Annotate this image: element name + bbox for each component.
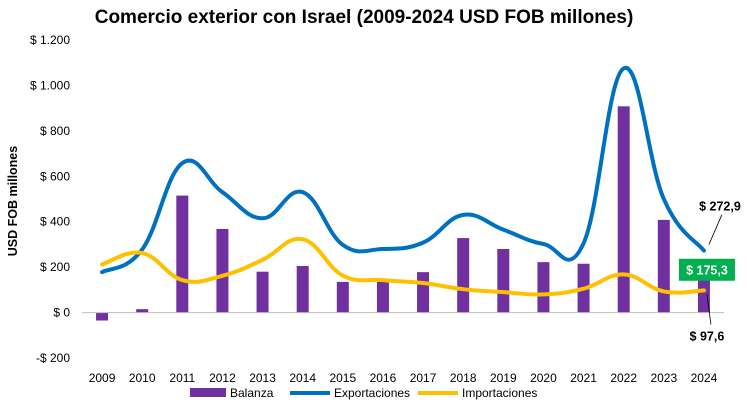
annotation-leader <box>706 294 712 325</box>
bar-balanza <box>256 271 269 313</box>
y-tick-label: $ 1.000 <box>30 78 70 92</box>
x-tick-label: 2009 <box>89 371 116 385</box>
y-tick-label: $ 400 <box>40 215 70 229</box>
x-tick-label: 2019 <box>490 371 517 385</box>
bar-balanza <box>296 266 309 313</box>
bar-balanza <box>657 219 670 313</box>
y-tick-label: $ 600 <box>40 169 70 183</box>
y-tick-label: $ 1.200 <box>30 33 70 47</box>
x-tick-label: 2011 <box>169 371 195 385</box>
x-tick-label: 2013 <box>249 371 276 385</box>
bar-balanza <box>336 281 349 313</box>
annotations: $ 272,9 $ 175,3 $ 97,6 <box>678 200 741 343</box>
bars-balanza <box>96 106 710 321</box>
x-tick-label: 2023 <box>650 371 677 385</box>
x-tick-label: 2021 <box>570 371 597 385</box>
y-tick-label: $ 800 <box>40 124 70 138</box>
bar-balanza <box>216 228 229 313</box>
y-axis-label: USD FOB millones <box>6 146 20 256</box>
y-tick-label: -$ 200 <box>36 351 70 365</box>
legend-label: Exportaciones <box>334 386 410 400</box>
x-tick-label: 2015 <box>329 371 356 385</box>
bar-balanza <box>96 312 109 321</box>
x-tick-label: 2020 <box>530 371 557 385</box>
x-tick-label: 2012 <box>209 371 236 385</box>
y-axis: -$ 200 $ 0 $ 200 $ 400 $ 600 $ 800 $ 1.000 $ 1.… <box>30 33 70 365</box>
bar-balanza <box>417 272 430 313</box>
annotation-balanza: $ 175,3 <box>678 258 735 281</box>
line-exportaciones <box>100 66 706 275</box>
bar-balanza <box>376 281 389 313</box>
legend-label: Balanza <box>230 386 274 400</box>
y-tick-label: $ 0 <box>53 306 70 320</box>
legend-swatch <box>190 388 226 397</box>
x-tick-label: 2010 <box>129 371 156 385</box>
x-axis: 2009 2010 2011 2012 2013 2014 2015 2016 2017 2018… <box>89 371 718 385</box>
x-tick-label: 2022 <box>610 371 637 385</box>
x-tick-label: 2024 <box>691 371 718 385</box>
bar-balanza <box>537 262 550 313</box>
annotation-leader <box>708 214 723 245</box>
line-importaciones <box>100 236 706 297</box>
legend-item-importaciones: Importaciones <box>418 386 537 400</box>
legend-label: Importaciones <box>462 386 537 400</box>
bar-balanza <box>136 309 149 313</box>
series-lines <box>100 66 706 297</box>
bar-balanza <box>697 272 710 313</box>
chart-title: Comercio exterior con Israel (2009-2024 … <box>95 7 634 28</box>
bar-balanza <box>457 238 470 313</box>
legend-item-balanza: Balanza <box>190 386 274 400</box>
annotation-label: $ 97,6 <box>690 329 725 343</box>
x-tick-label: 2014 <box>289 371 316 385</box>
x-tick-label: 2017 <box>410 371 437 385</box>
legend-item-exportaciones: Exportaciones <box>290 386 410 400</box>
annotation-label: $ 272,9 <box>699 200 741 214</box>
bar-balanza <box>497 248 510 313</box>
y-tick-label: $ 200 <box>40 260 70 274</box>
x-tick-label: 2016 <box>370 371 397 385</box>
x-tick-label: 2018 <box>450 371 477 385</box>
annotation-box <box>678 258 735 281</box>
annotation-label: $ 175,3 <box>686 263 728 277</box>
bar-balanza <box>176 195 189 313</box>
legend: Balanza Exportaciones Importaciones <box>190 386 537 400</box>
bar-balanza <box>617 106 630 313</box>
